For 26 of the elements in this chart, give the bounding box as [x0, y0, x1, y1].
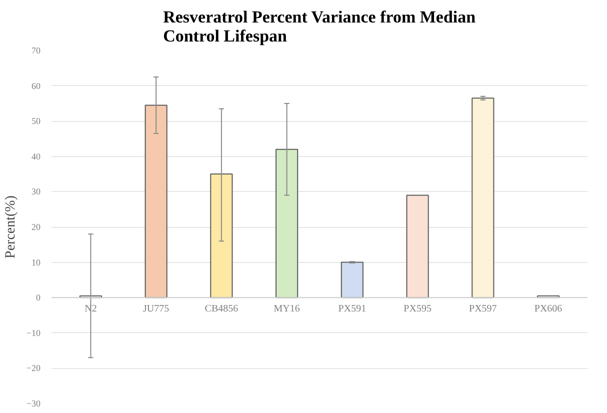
- x-tick-label: PX591: [338, 304, 366, 315]
- y-axis-title: Percent(%): [3, 195, 18, 258]
- x-tick-label: PX606: [534, 304, 562, 315]
- y-tick-label: 20: [32, 222, 41, 232]
- x-tick-label: JU775: [143, 304, 170, 315]
- y-tick-label: 30: [32, 186, 41, 197]
- bar: [276, 148, 298, 298]
- y-tick-label: 40: [32, 151, 41, 162]
- bar: [210, 174, 233, 298]
- x-tick-label: PX595: [404, 304, 432, 315]
- bar: [340, 262, 364, 298]
- y-tick-label: 50: [32, 116, 41, 126]
- x-tick-label: PX597: [469, 304, 497, 315]
- x-tick-label: CB4856: [204, 304, 238, 315]
- y-tick-label: 60: [32, 80, 41, 91]
- chart-title: Resveratrol Percent Variance from Median Control Lifespan: [163, 8, 476, 46]
- bar: [144, 104, 168, 298]
- y-tick-label: 0: [36, 292, 41, 303]
- y-tick-label: −30: [26, 398, 41, 408]
- y-tick-label: 10: [32, 257, 41, 268]
- y-tick-label: −20: [26, 363, 41, 374]
- y-tick-label: 70: [32, 46, 41, 56]
- x-tick-label: MY16: [274, 304, 300, 315]
- y-tick-label: −10: [26, 328, 41, 338]
- bar: [406, 194, 429, 298]
- bar: [472, 98, 494, 298]
